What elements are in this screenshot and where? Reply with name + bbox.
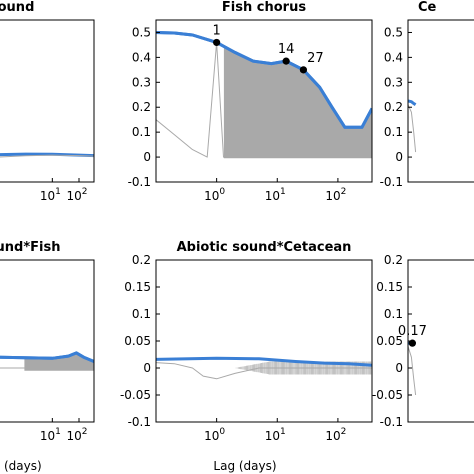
panel-2-frame <box>407 19 474 183</box>
panel-1-series-1 <box>156 41 372 158</box>
panel-0-xtick-label: 102 <box>66 187 87 203</box>
panel-1: -0.1 0 0.1 0.2 0.3 0.4 0.5 100 101 102 Fish chorus… <box>128 0 373 203</box>
panel-3-plot <box>0 351 94 371</box>
panel-5-annotation-label: 0.17 <box>398 324 427 339</box>
panel-4-title: Abiotic sound*Cetacean <box>177 240 352 255</box>
panel-2-series-0 <box>408 99 417 106</box>
panel-1-plot <box>156 31 372 159</box>
panel-2-ytick-label: 0.3 <box>384 75 403 89</box>
panel-4-xtick-label: 100 <box>204 427 225 443</box>
panel-3-frame <box>0 259 95 423</box>
panel-5-annotation-dot <box>408 339 416 347</box>
panel-3-xtick-label: 101 <box>40 427 61 443</box>
panel-4-frame <box>155 259 373 423</box>
panel-5-frame <box>407 259 474 423</box>
panel-1-annotation-label: 1 <box>212 23 220 38</box>
panel-4-ytick-label: -0.05 <box>120 388 151 402</box>
panel-1-title: Fish chorus <box>222 0 306 15</box>
panel-4: -0.1 -0.05 0 0.05 0.1 0.15 0.2 100 101 102 Abiotic… <box>120 240 373 443</box>
panel-1-oscillation <box>223 46 372 159</box>
panel-1-ytick-label: 0.4 <box>132 50 151 64</box>
panel-1-series-0-top <box>156 31 372 129</box>
panel-1-ytick-label: 0.3 <box>132 75 151 89</box>
panel-3-series-0-top <box>0 351 94 363</box>
panel-1-ytick-label: 0.1 <box>132 125 151 139</box>
panel-1-ytick-label: 0.2 <box>132 100 151 114</box>
panel-4-ytick-label: 0.15 <box>124 280 151 294</box>
panel-1-xtick-label: 100 <box>204 187 225 203</box>
x-axis-label-center: Lag (days) <box>213 459 276 473</box>
panel-0-plot <box>0 152 94 158</box>
panel-2-ytick-label: -0.1 <box>380 175 403 189</box>
panel-0: 101 102 ound <box>0 0 95 203</box>
panel-5-series-1 <box>408 346 417 396</box>
panel-2-title: Ce <box>418 0 437 15</box>
panel-1-xtick-label: 102 <box>325 187 346 203</box>
panel-4-xtick-label: 102 <box>325 427 346 443</box>
panel-1-ytick-label: 0.5 <box>132 25 151 39</box>
panel-4-ytick-label: 0.1 <box>132 307 151 321</box>
panel-3-oscillation <box>24 352 94 371</box>
panel-2-ytick-label: 0.2 <box>384 100 403 114</box>
panel-4-series-1 <box>156 362 372 380</box>
panel-5-ytick-label: 0.2 <box>384 253 403 267</box>
x-axis-label-left-fragment: (days) <box>4 459 42 473</box>
panel-0-xtick-label: 101 <box>40 187 61 203</box>
panel-5-ytick-label: 0.1 <box>384 307 403 321</box>
panel-5-ytick-label: 0.15 <box>376 280 403 294</box>
panel-2-ytick-label: 0.5 <box>384 25 403 39</box>
panel-3: 101 102 und*Fish <box>0 240 95 443</box>
panel-5: -0.1 -0.05 0 0.05 0.1 0.15 0.2 0.17 <box>372 253 474 429</box>
panel-1-ytick-label: -0.1 <box>128 175 151 189</box>
panel-1-annotation-label: 14 <box>278 42 295 57</box>
panel-4-plot <box>156 356 372 380</box>
panel-3-xtick-label: 102 <box>66 427 87 443</box>
panel-2-plot <box>408 99 417 153</box>
panel-5-plot <box>408 341 417 396</box>
panel-4-series-0 <box>156 356 372 367</box>
panel-5-ytick-label: 0.05 <box>376 334 403 348</box>
panel-4-ytick-label: -0.1 <box>128 415 151 429</box>
panel-2-series-1 <box>408 104 417 153</box>
panel-5-ytick-label: -0.1 <box>380 415 403 429</box>
panel-0-series-1 <box>0 154 94 158</box>
panel-5-ytick-label: 0 <box>395 361 403 375</box>
panel-4-ytick-label: 0.2 <box>132 253 151 267</box>
panel-1-xtick-label: 101 <box>265 187 286 203</box>
panel-4-ytick-label: 0.05 <box>124 334 151 348</box>
panel-0-frame <box>0 19 95 183</box>
panel-4-ytick-label: 0 <box>143 361 151 375</box>
panel-2-ytick-label: 0.1 <box>384 125 403 139</box>
panel-3-title: und*Fish <box>0 240 60 255</box>
panel-0-title: ound <box>0 0 34 15</box>
panel-2: -0.1 0 0.1 0.2 0.3 0.4 0.5 Ce <box>380 0 474 189</box>
panel-1-annotation-dot <box>282 57 290 65</box>
panel-1-annotation-dot <box>213 38 221 47</box>
panel-4-xtick-label: 101 <box>265 427 286 443</box>
panel-5-ytick-label: -0.05 <box>372 388 403 402</box>
panel-1-ytick-label: 0 <box>143 150 151 164</box>
panel-1-frame <box>155 19 373 183</box>
panel-2-ytick-label: 0.4 <box>384 50 403 64</box>
panel-2-ytick-label: 0 <box>395 150 403 164</box>
panel-1-annotation-label: 27 <box>307 51 324 66</box>
panel-1-annotation-dot <box>299 66 308 74</box>
